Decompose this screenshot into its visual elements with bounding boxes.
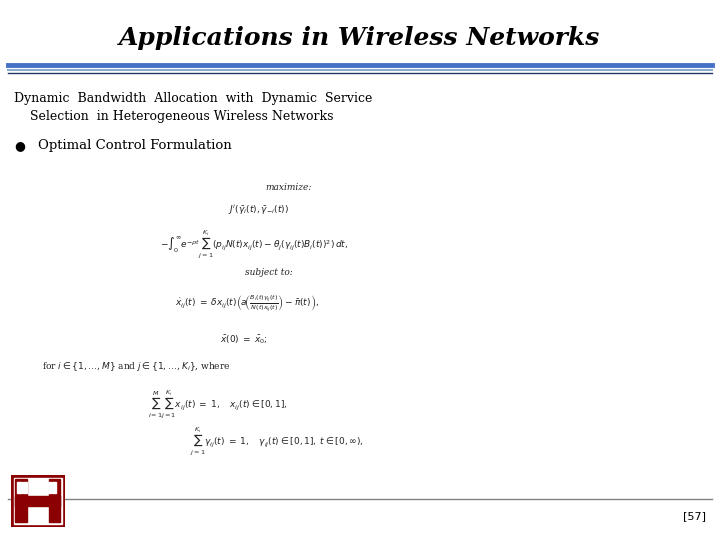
Text: $\dot{x}_{ij}(t) \;=\; \delta x_{ij}(t)\left(a\!\left(\frac{B_i(t)\gamma_{ij}(t): $\dot{x}_{ij}(t) \;=\; \delta x_{ij}(t)\… [175, 293, 319, 314]
Text: subject to:: subject to: [245, 268, 293, 277]
Text: ●: ● [14, 139, 25, 152]
Bar [17, 482, 22, 493]
Bar [52, 482, 56, 493]
Text: Dynamic  Bandwidth  Allocation  with  Dynamic  Service: Dynamic Bandwidth Allocation with Dynami… [14, 92, 372, 105]
Bar [48, 480, 60, 522]
Bar [23, 482, 27, 493]
Text: Selection  in Heterogeneous Wireless Networks: Selection in Heterogeneous Wireless Netw… [14, 110, 333, 123]
Text: [57]: [57] [683, 511, 706, 521]
Text: $\sum_{j=1}^{K_i} \gamma_{ij}(t) \;=\; 1, \quad\gamma_{ij}(t) \in [0,1],\; t \in: $\sum_{j=1}^{K_i} \gamma_{ij}(t) \;=\; 1… [190, 425, 364, 457]
Text: $-\int_0^{\infty} e^{-\rho t} \sum_{j=1}^{K_i}(p_{ij} N(t) x_{ij}(t) - \theta_j : $-\int_0^{\infty} e^{-\rho t} \sum_{j=1}… [160, 228, 348, 260]
Text: $\bar{x}(0) \;=\; \bar{x}_0;$: $\bar{x}(0) \;=\; \bar{x}_0;$ [220, 333, 268, 346]
Bar [15, 496, 60, 506]
Bar [15, 480, 27, 522]
Text: for $i \in \{1,\ldots,M\}$ and $j \in \{1,\ldots,K_i\}$, where: for $i \in \{1,\ldots,M\}$ and $j \in \{… [42, 360, 230, 373]
Text: $\sum_{i=1}^{M} \sum_{j=1}^{K_i} x_{ij}(t) \;=\; 1, \quadx_{ij}(t) \in [0,1],$: $\sum_{i=1}^{M} \sum_{j=1}^{K_i} x_{ij}(… [148, 388, 287, 420]
Text: Optimal Control Formulation: Optimal Control Formulation [38, 139, 232, 152]
Text: $J^i(\bar{\gamma}_i(t), \bar{\gamma}_{-i}(t))$: $J^i(\bar{\gamma}_i(t), \bar{\gamma}_{-i… [228, 203, 289, 218]
Bar [46, 482, 50, 493]
Text: Applications in Wireless Networks: Applications in Wireless Networks [120, 26, 600, 50]
Text: maximize:: maximize: [265, 183, 311, 192]
